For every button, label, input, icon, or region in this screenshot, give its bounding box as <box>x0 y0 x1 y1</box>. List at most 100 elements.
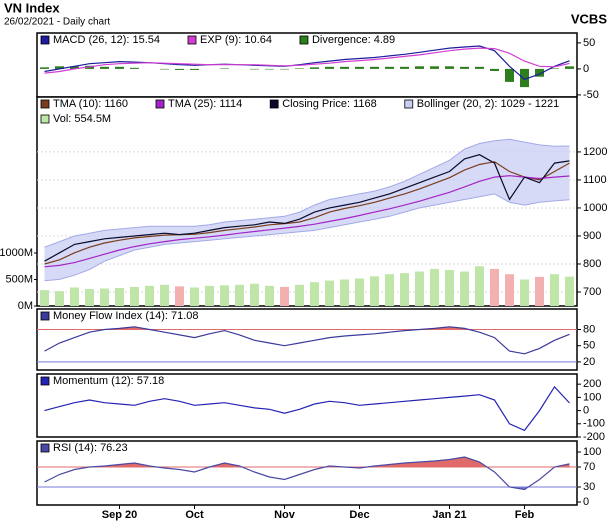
bar <box>385 66 394 69</box>
bar <box>235 284 244 306</box>
line <box>44 456 570 491</box>
y-tick-label: 900 <box>583 230 601 242</box>
bar <box>70 66 79 69</box>
y-tick-label: 50 <box>583 340 595 352</box>
bar <box>415 271 424 306</box>
line <box>44 47 570 74</box>
bar <box>130 286 139 306</box>
legend-swatch <box>40 376 50 386</box>
bar <box>355 66 364 69</box>
chart-title: VN Index <box>4 0 60 15</box>
plot <box>44 385 570 432</box>
y-tick-label: 1200 <box>583 146 607 158</box>
legend-swatch <box>40 311 50 321</box>
bar <box>190 68 199 70</box>
bar <box>115 66 124 69</box>
bar <box>490 268 499 306</box>
legend-label: Momentum (12): 57.18 <box>53 375 164 387</box>
bar <box>430 66 439 69</box>
legend-swatch <box>404 99 414 109</box>
bar <box>40 290 49 306</box>
y-tick-label: 70 <box>583 461 595 473</box>
bar <box>280 68 289 70</box>
line <box>44 326 570 355</box>
legend-label: TMA (25): 1114 <box>168 98 242 110</box>
y-tick-label: 700 <box>583 286 601 298</box>
bar <box>100 288 109 306</box>
bar <box>220 285 229 306</box>
plot <box>37 326 577 363</box>
y-tick-label: 0 <box>583 404 589 416</box>
x-tick-label: Sep 20 <box>102 509 137 521</box>
bar <box>385 274 394 306</box>
y-tick-label: -50 <box>583 89 599 101</box>
bar <box>370 276 379 306</box>
x-tick-label: Jan 21 <box>432 509 466 521</box>
bar <box>535 276 544 306</box>
bar <box>535 68 544 77</box>
y-tick-label: -100 <box>583 418 605 430</box>
bar <box>70 287 79 306</box>
legend-label: Vol: 554.5M <box>53 113 111 125</box>
y-tick-label: 20 <box>583 356 595 368</box>
x-tick-label: Dec <box>349 509 369 521</box>
bar <box>355 278 364 306</box>
bar <box>340 66 349 69</box>
bar <box>175 286 184 306</box>
bar <box>565 276 574 306</box>
y-tick-label: 100 <box>583 391 601 403</box>
band-lower <box>44 193 570 282</box>
bar <box>295 68 304 69</box>
legend-swatch <box>40 35 50 45</box>
y-tick-label: 800 <box>583 258 601 270</box>
bar <box>115 287 124 306</box>
plot <box>37 456 577 491</box>
bar <box>85 289 94 306</box>
legend-swatch <box>187 35 197 45</box>
bar <box>205 285 214 306</box>
y-tick-label: 100 <box>583 446 601 458</box>
bar <box>445 66 454 69</box>
bar <box>550 274 559 306</box>
bar <box>505 68 514 82</box>
bar <box>325 280 334 306</box>
line <box>44 175 570 268</box>
plot <box>40 45 574 88</box>
line <box>44 154 570 262</box>
overbought-fill <box>44 326 570 330</box>
bar <box>295 284 304 306</box>
bar <box>370 66 379 69</box>
bar <box>265 285 274 306</box>
bar <box>160 284 169 306</box>
bar <box>430 268 439 306</box>
y2-tick-label: 500M <box>5 273 33 285</box>
bar <box>310 282 319 306</box>
legend-label: TMA (10): 1160 <box>53 98 128 110</box>
y-tick-label: 30 <box>583 481 595 493</box>
legend-swatch <box>269 99 279 109</box>
bar <box>460 66 469 69</box>
line <box>44 161 570 265</box>
y-tick-label: 1100 <box>583 174 607 186</box>
bar <box>190 287 199 306</box>
line <box>44 45 570 80</box>
bar <box>220 68 229 69</box>
bar <box>565 66 574 69</box>
legend-label: MACD (26, 12): 15.54 <box>53 34 160 46</box>
bar <box>250 68 259 70</box>
band-upper <box>44 138 570 248</box>
bar <box>160 68 169 70</box>
legend-label: Divergence: 4.89 <box>312 34 395 46</box>
bar <box>145 285 154 306</box>
bar <box>310 67 319 69</box>
x-tick-label: Oct <box>185 509 204 521</box>
legend-label: EXP (9): 10.64 <box>200 34 272 46</box>
bar <box>55 66 64 69</box>
bar <box>460 271 469 306</box>
band-area <box>44 139 570 281</box>
legend-label: Money Flow Index (14): 71.08 <box>53 310 199 322</box>
source: VCBS <box>571 11 607 26</box>
bar <box>250 283 259 306</box>
